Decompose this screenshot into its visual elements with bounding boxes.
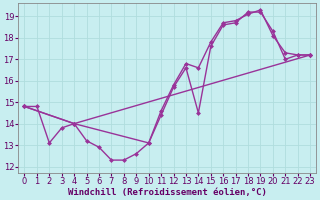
X-axis label: Windchill (Refroidissement éolien,°C): Windchill (Refroidissement éolien,°C) [68, 188, 267, 197]
